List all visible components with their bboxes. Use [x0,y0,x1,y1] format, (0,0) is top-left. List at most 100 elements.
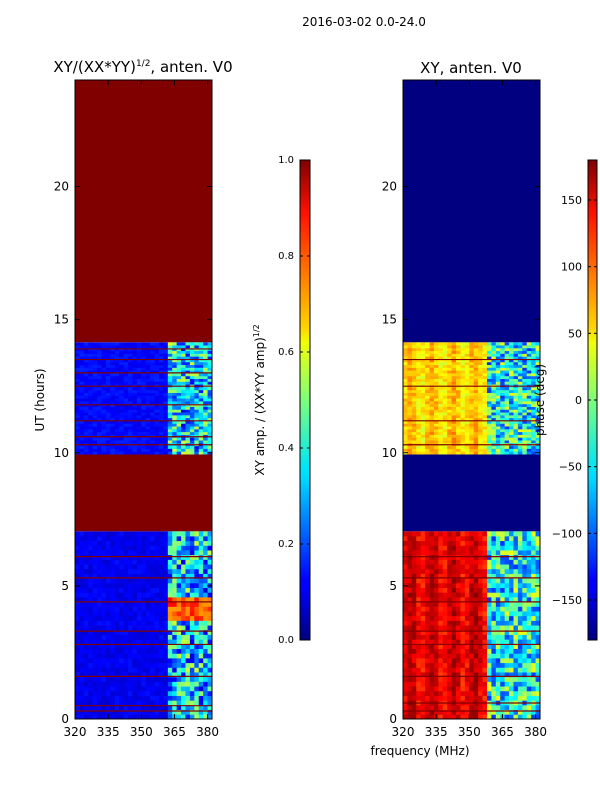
heat-cell [119,440,125,444]
heat-cell [495,568,501,574]
heat-cell [97,420,102,424]
heat-cell [526,672,532,678]
heat-cell [136,426,142,430]
heat-cell [509,592,514,598]
heat-cell [416,395,422,399]
heat-cell [176,587,182,593]
heat-cell [486,592,492,598]
heat-cell [460,704,466,711]
heat-cell [114,578,120,584]
heat-cell [513,412,519,416]
heat-cell [416,437,422,441]
heat-cell [429,587,435,593]
heat-cell [522,559,528,565]
heat-cell [478,370,483,374]
heat-cell [110,681,116,687]
heat-cell [495,445,501,449]
heat-cell [482,451,488,455]
heat-cell [189,540,195,546]
heat-cell [517,709,523,715]
heat-cell [83,409,89,413]
heat-cell [495,690,501,696]
heat-cell [438,587,444,593]
heat-cell [522,554,528,560]
heat-cell [482,414,488,419]
heat-cell [433,389,439,393]
heat-cell [420,420,426,424]
heat-cell [203,361,208,366]
heat-cell [513,392,519,396]
heat-cell [114,611,120,617]
heat-cell [535,440,541,444]
heat-cell [194,406,200,410]
heat-cell [509,431,514,435]
heat-cell [163,423,169,427]
heat-cell [407,658,413,664]
heat-cell [176,359,182,363]
heat-cell [145,386,151,391]
heat-cell [172,587,178,593]
heat-cell [207,353,213,357]
heat-cell [522,426,528,430]
heat-cell [150,587,155,593]
heat-cell [88,381,94,385]
heat-cell [136,367,142,371]
heat-cell [482,592,488,598]
heat-cell [128,361,133,366]
heat-cell [189,620,195,626]
heat-cell [79,676,85,682]
heat-cell [411,606,417,612]
heat-cell [189,381,195,385]
heat-cell [88,550,94,556]
heat-cell [526,695,532,701]
heat-cell [110,629,116,635]
heat-cell [154,592,160,598]
heat-cell [500,634,506,640]
heat-cell [114,629,120,635]
heat-cell [509,690,514,696]
heat-cell [509,568,514,574]
heat-cell [83,568,89,574]
heat-cell [482,431,488,435]
heat-cell [189,643,195,650]
heat-cell [509,375,514,379]
heat-cell [105,550,111,556]
heat-cell [425,373,430,377]
heat-cell [526,606,532,612]
heat-cell [500,587,506,593]
heat-cell [163,420,169,424]
heat-cell [119,361,125,366]
heat-cell [97,676,102,682]
heat-cell [473,409,479,413]
heat-cell [535,568,541,574]
heat-cell [79,535,85,542]
heat-cell [407,406,413,410]
heat-cell [185,431,191,435]
heat-cell [416,535,422,542]
heat-cell [482,359,488,363]
heat-cell [403,356,408,360]
heat-cell [535,634,541,640]
heat-cell [185,578,191,584]
heat-cell [473,375,479,379]
heat-cell [83,417,89,421]
heat-cell [75,704,80,711]
heat-cell [500,426,506,430]
heat-cell [189,451,195,455]
heat-cell [181,437,186,441]
heat-cell [491,445,497,449]
heat-cell [158,350,164,354]
heat-cell [473,658,479,664]
heat-cell [75,629,80,635]
heat-cell [88,540,94,546]
heat-cell [425,620,430,626]
heat-cell [522,601,528,607]
heat-cell [535,431,541,435]
heat-cell [442,400,448,405]
heat-cell [438,648,444,654]
heat-cell [504,545,510,551]
heat-cell [491,639,497,645]
heat-cell [110,667,116,673]
heat-cell [531,356,536,360]
heat-cell [433,448,439,452]
